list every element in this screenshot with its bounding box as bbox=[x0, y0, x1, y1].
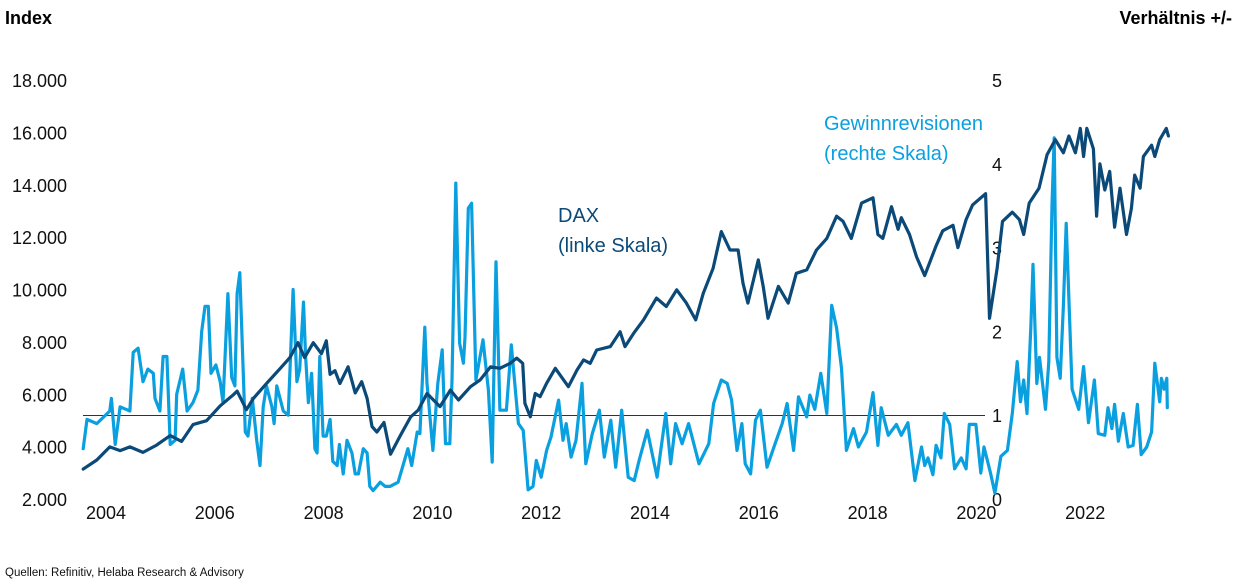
dax-line bbox=[81, 126, 1170, 471]
left-tick-label: 16.000 bbox=[12, 123, 67, 143]
revisions-annotation-line1: Gewinnrevisionen bbox=[824, 113, 983, 135]
x-tick-label: 2016 bbox=[739, 503, 779, 523]
left-tick-label: 10.000 bbox=[12, 281, 67, 301]
x-tick-label: 2014 bbox=[630, 503, 670, 523]
x-tick-label: 2004 bbox=[86, 503, 126, 523]
left-tick-label: 6.000 bbox=[22, 385, 67, 405]
right-axis-ticks: 0 1 2 3 4 5 bbox=[992, 71, 1002, 510]
x-tick-label: 2010 bbox=[412, 503, 452, 523]
right-tick-label: 4 bbox=[992, 155, 1002, 175]
right-tick-label: 5 bbox=[992, 71, 1002, 91]
left-tick-label: 8.000 bbox=[22, 333, 67, 353]
x-tick-label: 2008 bbox=[304, 503, 344, 523]
right-tick-label: 2 bbox=[992, 322, 1002, 342]
x-tick-label: 2018 bbox=[848, 503, 888, 523]
x-tick-label: 2006 bbox=[195, 503, 235, 523]
revisions-annotation-line2: (rechte Skala) bbox=[824, 143, 949, 165]
left-tick-label: 4.000 bbox=[22, 438, 67, 458]
right-axis-title: Verhältnis +/- bbox=[1119, 8, 1232, 28]
right-tick-label: 1 bbox=[992, 406, 1002, 426]
left-tick-label: 12.000 bbox=[12, 228, 67, 248]
right-tick-label: 3 bbox=[992, 239, 1002, 259]
x-tick-label: 2022 bbox=[1065, 503, 1105, 523]
left-tick-label: 18.000 bbox=[12, 71, 67, 91]
left-axis-title: Index bbox=[5, 8, 52, 28]
source-note: Quellen: Refinitiv, Helaba Research & Ad… bbox=[5, 567, 244, 579]
dax-annotation-line2: (linke Skala) bbox=[558, 235, 668, 257]
left-axis-ticks: 2.000 4.000 6.000 8.000 10.000 12.000 14.000 16… bbox=[12, 71, 67, 510]
gewinnrevisionen-line bbox=[81, 136, 1169, 495]
left-tick-label: 2.000 bbox=[22, 490, 67, 510]
x-tick-label: 2020 bbox=[956, 503, 996, 523]
series-lines bbox=[81, 126, 1170, 495]
left-tick-label: 14.000 bbox=[12, 176, 67, 196]
x-tick-label: 2012 bbox=[521, 503, 561, 523]
dax-annotation-line1: DAX bbox=[558, 205, 599, 227]
x-axis-ticks: 2004 2006 2008 2010 2012 2014 2016 2018 2020 2022 bbox=[86, 503, 1105, 523]
right-tick-label: 0 bbox=[992, 490, 1002, 510]
